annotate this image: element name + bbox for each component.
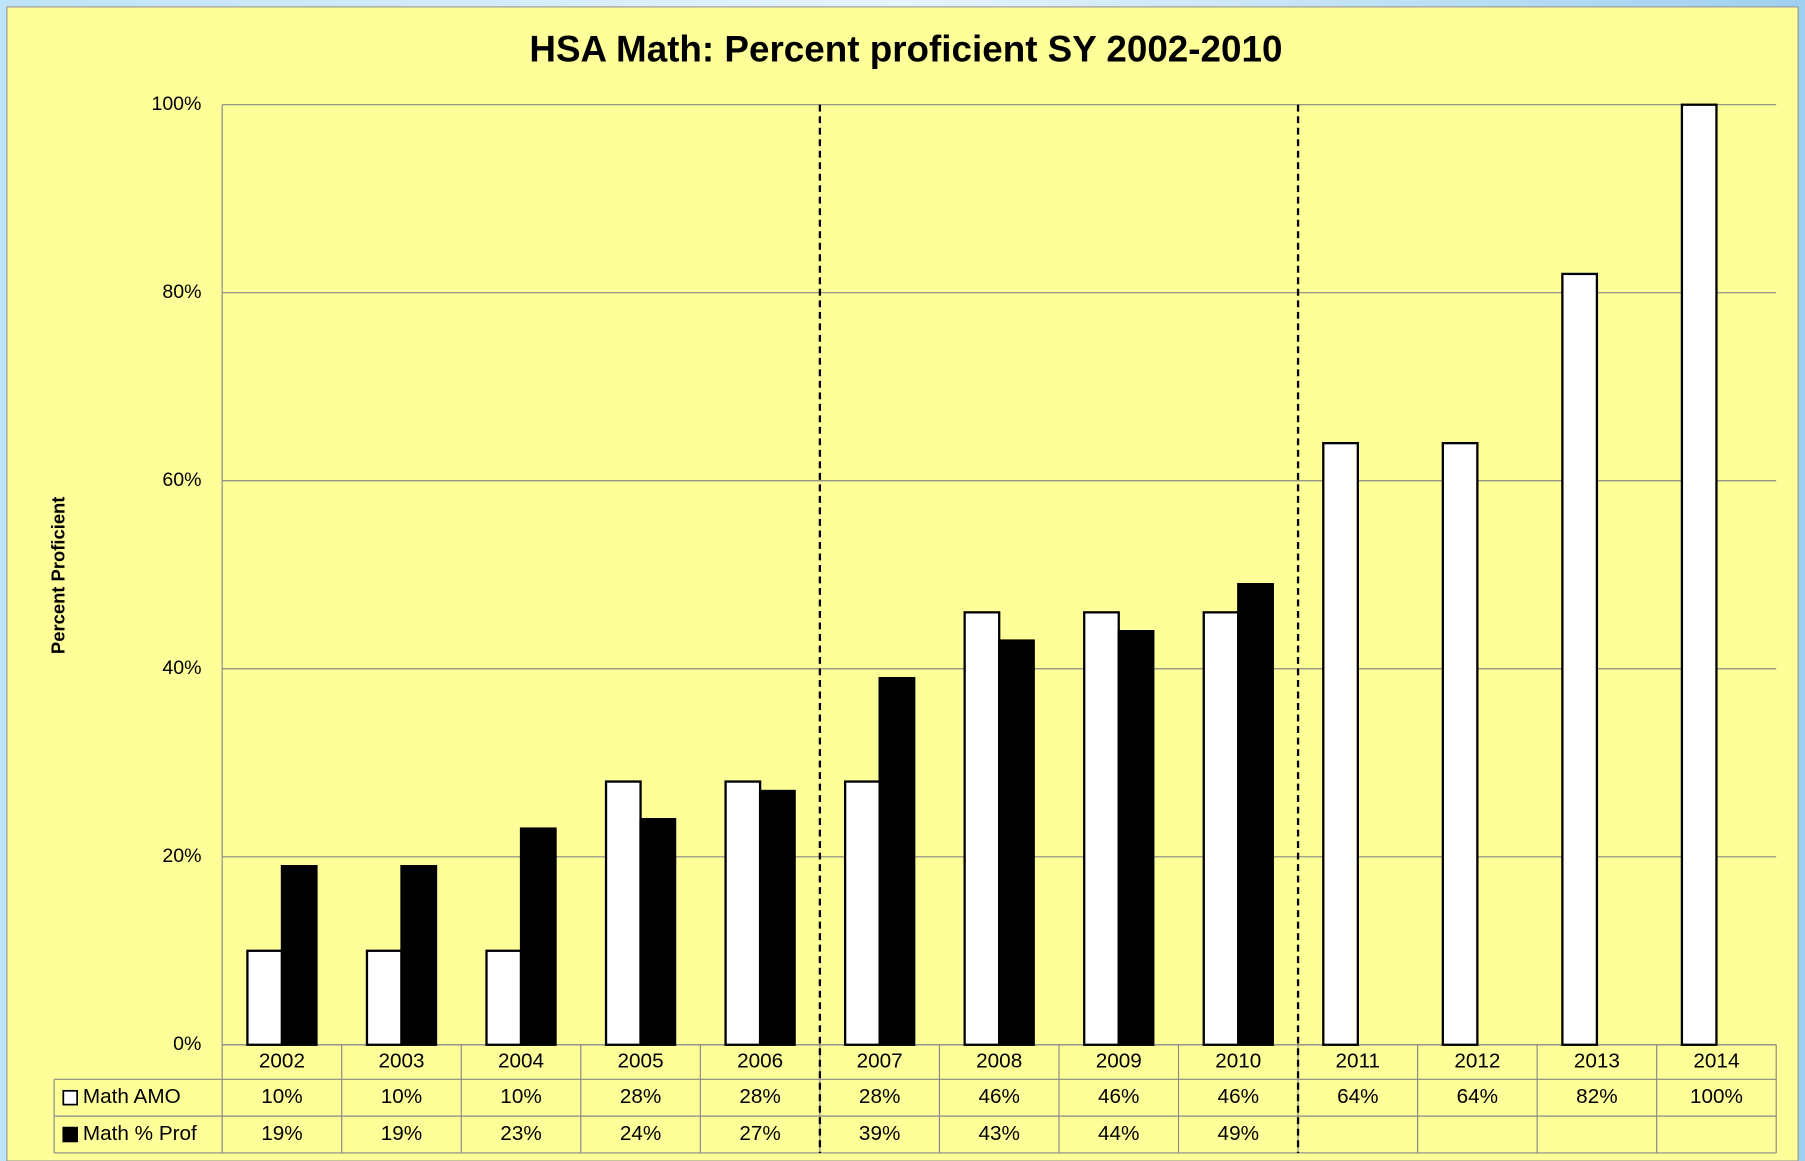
bar (1680, 103, 1718, 1046)
table-value: 64% (1337, 1085, 1378, 1108)
bar (246, 949, 284, 1046)
x-tick-label: 2012 (1454, 1050, 1500, 1073)
x-tick-label: 2003 (378, 1050, 424, 1073)
legend-key (62, 1126, 78, 1143)
table-value: 24% (620, 1122, 661, 1145)
bar (843, 780, 881, 1046)
table-value: 10% (261, 1085, 302, 1108)
bar (1117, 630, 1155, 1046)
bar (758, 789, 796, 1046)
x-tick-label: 2007 (857, 1050, 903, 1073)
x-tick-label: 2014 (1693, 1050, 1739, 1073)
table-value: 27% (739, 1122, 780, 1145)
table-value: 28% (620, 1085, 661, 1108)
x-tick-label: 2002 (259, 1050, 305, 1073)
bar (1322, 441, 1359, 1046)
legend-key (62, 1089, 78, 1106)
x-tick-label: 2006 (737, 1050, 783, 1073)
legend-label: Math % Prof (83, 1122, 197, 1145)
table-value: 10% (381, 1085, 422, 1108)
bar (604, 780, 642, 1046)
table-value: 44% (1098, 1122, 1139, 1145)
bar (519, 827, 557, 1046)
table-value: 46% (1098, 1085, 1139, 1108)
bar (365, 949, 403, 1046)
x-tick-label: 2009 (1096, 1050, 1142, 1073)
table-value: 23% (500, 1122, 541, 1145)
table-value: 28% (739, 1085, 780, 1108)
bar (639, 818, 677, 1046)
chart-title: HSA Math: Percent proficient SY 2002-201… (529, 29, 1282, 70)
table-value: 19% (381, 1122, 422, 1145)
bar (280, 865, 318, 1046)
y-tick-label: 0% (173, 1033, 201, 1055)
bar (878, 677, 916, 1046)
x-tick-label: 2013 (1574, 1050, 1620, 1073)
x-tick-label: 2005 (618, 1050, 664, 1073)
y-tick-label: 80% (162, 281, 201, 303)
y-tick-label: 20% (162, 845, 201, 867)
bar (1561, 272, 1599, 1046)
y-tick-label: 100% (151, 93, 201, 115)
table-value: 28% (859, 1085, 900, 1108)
table-value: 64% (1457, 1085, 1498, 1108)
legend-label: Math AMO (83, 1085, 181, 1108)
x-tick-label: 2011 (1336, 1050, 1381, 1073)
bar (724, 780, 762, 1046)
table-value: 10% (500, 1085, 541, 1108)
x-tick-label: 2008 (976, 1050, 1022, 1073)
bar (1237, 582, 1274, 1046)
bar (1083, 611, 1120, 1046)
table-value: 39% (859, 1122, 900, 1145)
bar (1202, 611, 1240, 1046)
bar (485, 949, 523, 1046)
bar (400, 865, 438, 1046)
bar (998, 639, 1035, 1046)
table-value: 100% (1690, 1085, 1743, 1108)
x-tick-label: 2010 (1215, 1050, 1261, 1073)
bar (963, 611, 1001, 1046)
table-value: 49% (1218, 1122, 1259, 1145)
table-value: 82% (1576, 1085, 1617, 1108)
bar (1441, 441, 1479, 1046)
table-value: 19% (261, 1122, 302, 1145)
table-value: 46% (978, 1085, 1019, 1108)
y-axis-label: Percent Proficient (48, 497, 69, 654)
y-tick-label: 40% (162, 657, 201, 679)
table-value: 43% (978, 1122, 1019, 1145)
table-value: 46% (1218, 1085, 1259, 1108)
y-tick-label: 60% (162, 469, 201, 491)
x-tick-label: 2004 (498, 1050, 544, 1073)
